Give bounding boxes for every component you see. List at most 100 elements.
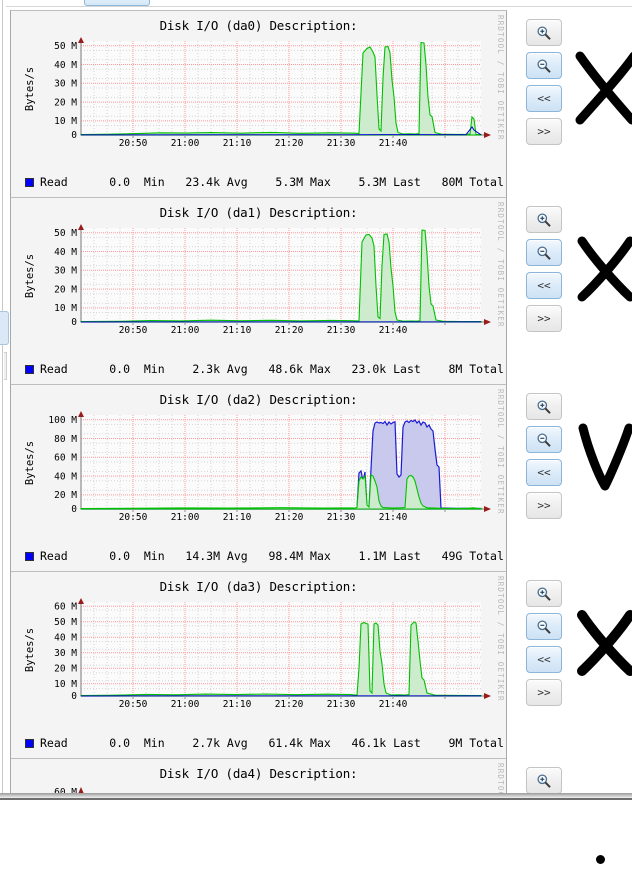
pan-forward-button[interactable]: >> bbox=[526, 118, 562, 145]
svg-text:60 M: 60 M bbox=[54, 453, 77, 464]
top-divider bbox=[6, 6, 632, 7]
pan-back-label: << bbox=[537, 466, 551, 479]
svg-text:20 M: 20 M bbox=[54, 664, 77, 675]
plot-area-da0: 50 M 40 M 30 M 20 M 10 M 0 Bytes/s bbox=[11, 35, 506, 147]
svg-text:40 M: 40 M bbox=[54, 60, 77, 71]
svg-text:40 M: 40 M bbox=[54, 247, 77, 258]
pan-forward-button[interactable]: >> bbox=[526, 305, 562, 332]
graph-panel-da3: Disk I/O (da3) Description: RRDTOOL / TO… bbox=[10, 571, 507, 793]
page-viewport: Disk I/O (da0) Description: RRDTOOL / TO… bbox=[0, 0, 632, 793]
zoom-in-button[interactable] bbox=[526, 206, 562, 233]
pan-forward-label: >> bbox=[537, 499, 551, 512]
pan-back-button[interactable]: << bbox=[526, 646, 562, 673]
svg-text:50 M: 50 M bbox=[54, 228, 77, 239]
svg-text:21:30: 21:30 bbox=[327, 512, 356, 521]
graph-title: Disk I/O (da4) Description: bbox=[159, 766, 358, 781]
pan-back-button[interactable]: << bbox=[526, 85, 562, 112]
pan-back-button[interactable]: << bbox=[526, 459, 562, 486]
svg-text:21:00: 21:00 bbox=[171, 699, 200, 708]
svg-text:40 M: 40 M bbox=[54, 471, 77, 482]
plot-area-da2: 100 M 80 M 60 M 40 M 20 M 0 Bytes/s bbox=[11, 409, 506, 521]
graph-title: Disk I/O (da3) Description: bbox=[159, 579, 358, 594]
graph-row-da4: Disk I/O (da4) Description: RRDTOC 60 M bbox=[10, 758, 622, 793]
svg-text:30 M: 30 M bbox=[54, 648, 77, 659]
rrdtool-watermark: RRDTOOL / TOBI OETIKER bbox=[496, 202, 505, 328]
svg-text:21:00: 21:00 bbox=[171, 325, 200, 334]
zoom-in-icon bbox=[537, 25, 551, 40]
window-bottom-bevel bbox=[0, 793, 632, 798]
svg-text:20:50: 20:50 bbox=[119, 512, 148, 521]
svg-text:Bytes/s: Bytes/s bbox=[24, 67, 36, 111]
zoom-out-button[interactable] bbox=[526, 52, 562, 79]
legend-row-text: Read 0.0 Min 2.7k Avg 61.4k Max 46.1k La… bbox=[40, 736, 504, 750]
graph-controls-da0: << >> bbox=[516, 10, 572, 151]
plot-area-da1: 50 M 40 M 30 M 20 M 10 M 0 Bytes/s bbox=[11, 222, 506, 334]
svg-text:0: 0 bbox=[71, 691, 77, 702]
zoom-out-icon bbox=[537, 432, 551, 447]
svg-text:20 M: 20 M bbox=[54, 284, 77, 295]
svg-text:50 M: 50 M bbox=[54, 617, 77, 628]
left-edge-partial-control-2[interactable] bbox=[4, 352, 7, 380]
pan-back-button[interactable]: << bbox=[526, 272, 562, 299]
zoom-in-button[interactable] bbox=[526, 580, 562, 607]
left-edge-partial-control[interactable] bbox=[0, 311, 9, 345]
graph-controls-da2: << >> bbox=[516, 384, 572, 525]
svg-text:20:50: 20:50 bbox=[119, 138, 148, 147]
write-area bbox=[80, 229, 482, 323]
zoom-in-button[interactable] bbox=[526, 767, 562, 793]
svg-text:80 M: 80 M bbox=[54, 434, 77, 445]
plot-svg-da3: 60 M 50 M 40 M 30 M 20 M 10 M 0 Bytes/s bbox=[24, 598, 491, 708]
svg-text:10 M: 10 M bbox=[54, 679, 77, 690]
pan-forward-button[interactable]: >> bbox=[526, 492, 562, 519]
zoom-out-button[interactable] bbox=[526, 613, 562, 640]
svg-text:20:50: 20:50 bbox=[119, 699, 148, 708]
legend-row: Read 0.0 Min 2.3k Avg 48.6k Max 23.0k La… bbox=[25, 362, 506, 377]
read-swatch-icon bbox=[25, 552, 34, 562]
plot-area-da4: 60 M bbox=[11, 783, 506, 793]
read-swatch-icon bbox=[25, 365, 34, 375]
zoom-out-button[interactable] bbox=[526, 239, 562, 266]
graph-title: Disk I/O (da0) Description: bbox=[159, 18, 358, 33]
zoom-in-button[interactable] bbox=[526, 393, 562, 420]
rrdtool-watermark: RRDTOOL / TOBI OETIKER bbox=[496, 576, 505, 702]
svg-text:0: 0 bbox=[71, 317, 77, 328]
svg-text:21:20: 21:20 bbox=[275, 325, 304, 334]
zoom-in-icon bbox=[537, 586, 551, 601]
partial-top-button[interactable] bbox=[84, 0, 150, 6]
svg-text:Bytes/s: Bytes/s bbox=[24, 254, 36, 298]
zoom-in-icon bbox=[537, 399, 551, 414]
svg-text:30 M: 30 M bbox=[54, 266, 77, 277]
annotation-mark-x-da0 bbox=[572, 50, 632, 125]
read-swatch-icon bbox=[25, 739, 34, 749]
pan-forward-label: >> bbox=[537, 125, 551, 138]
rrdtool-watermark: RRDTOOL / TOBI OETIKER bbox=[496, 15, 505, 141]
plot-svg-da2: 100 M 80 M 60 M 40 M 20 M 0 Bytes/s bbox=[24, 411, 491, 521]
desktop-background bbox=[0, 800, 632, 871]
plot-svg-da1: 50 M 40 M 30 M 20 M 10 M 0 Bytes/s bbox=[24, 224, 491, 334]
svg-text:21:40: 21:40 bbox=[379, 325, 408, 334]
svg-text:21:20: 21:20 bbox=[275, 138, 304, 147]
svg-text:0: 0 bbox=[71, 130, 77, 141]
graph-controls-da4 bbox=[516, 758, 572, 793]
zoom-out-icon bbox=[537, 619, 551, 634]
annotation-mark-v-da2 bbox=[575, 422, 632, 492]
page-left-border bbox=[0, 0, 3, 793]
zoom-in-button[interactable] bbox=[526, 19, 562, 46]
svg-text:Bytes/s: Bytes/s bbox=[24, 628, 36, 672]
rrdtool-watermark: RRDTOOL / TOBI OETIKER bbox=[496, 389, 505, 515]
svg-text:21:40: 21:40 bbox=[379, 138, 408, 147]
rrdtool-watermark: RRDTOC bbox=[496, 763, 505, 793]
pan-forward-button[interactable]: >> bbox=[526, 679, 562, 706]
legend-row: Read 0.0 Min 2.7k Avg 61.4k Max 46.1k La… bbox=[25, 736, 506, 751]
window-bottom-edge bbox=[0, 798, 632, 800]
svg-text:21:10: 21:10 bbox=[223, 325, 252, 334]
svg-text:21:10: 21:10 bbox=[223, 138, 252, 147]
svg-text:21:00: 21:00 bbox=[171, 512, 200, 521]
svg-text:21:30: 21:30 bbox=[327, 138, 356, 147]
svg-text:21:00: 21:00 bbox=[171, 138, 200, 147]
zoom-out-button[interactable] bbox=[526, 426, 562, 453]
svg-text:21:20: 21:20 bbox=[275, 699, 304, 708]
svg-text:10 M: 10 M bbox=[54, 303, 77, 314]
plot-svg-da4: 60 M bbox=[54, 787, 84, 793]
pan-forward-label: >> bbox=[537, 686, 551, 699]
